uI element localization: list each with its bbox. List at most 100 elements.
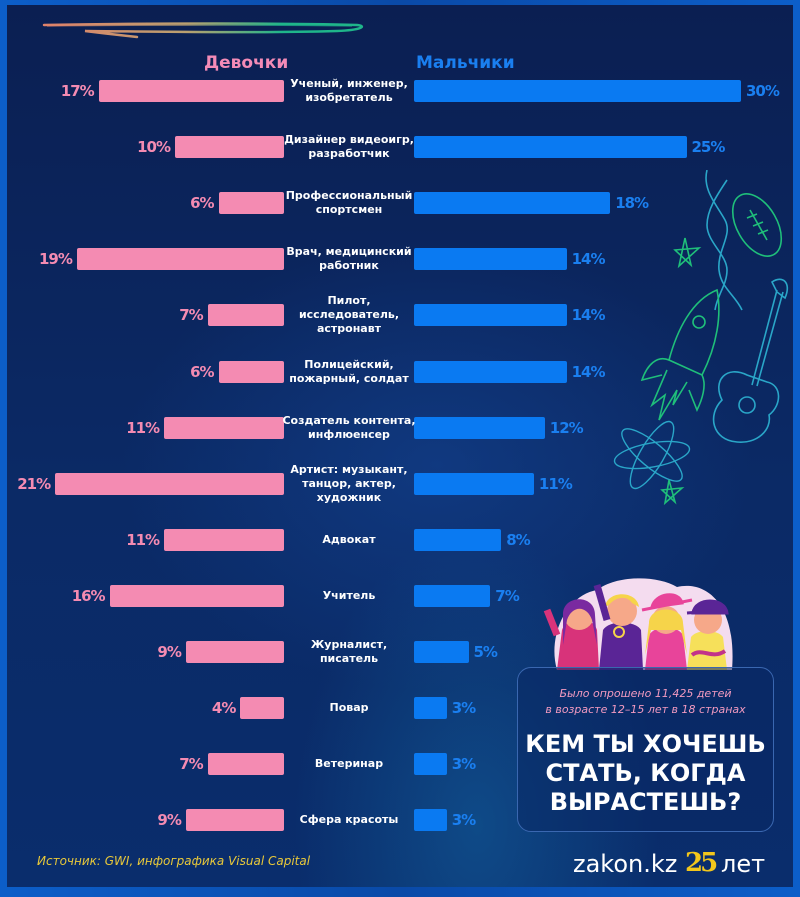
bar-girls (185, 809, 284, 832)
bar-boys (414, 753, 447, 776)
value-label-boys: 5% (473, 643, 498, 661)
legend-girls: Девочки (204, 53, 289, 73)
bar-boys (414, 641, 469, 663)
category-label: Дизайнер видеоигр, разработчик (279, 133, 419, 161)
info-box: Было опрошено 11,425 детей в возрасте 12… (517, 667, 774, 832)
category-label-line: Ученый, инженер, (290, 77, 408, 90)
guitar-icon (712, 278, 789, 443)
bar-boys (414, 360, 567, 383)
value-label-girls: 17% (60, 82, 95, 100)
bar-girls (240, 697, 284, 720)
value-label-boys: 14% (571, 362, 606, 381)
bar-boys (414, 584, 491, 607)
star-icon (673, 237, 702, 269)
value-label-boys: 25% (691, 138, 726, 157)
logo-anniversary-word: лет (721, 850, 766, 878)
bar-girls (76, 248, 284, 271)
category-label: Учитель (279, 589, 419, 603)
bar-girls (218, 192, 284, 215)
value-label-boys: 11% (538, 474, 573, 493)
category-label-line: Учитель (322, 588, 376, 602)
atom-icon (613, 420, 691, 490)
legend-boys: Мальчики (416, 53, 515, 73)
survey-description-line-2: в возрасте 12–15 лет в 18 странах (545, 703, 746, 716)
value-label-girls: 6% (190, 362, 214, 381)
bar-girls (185, 641, 284, 663)
bar-boys (414, 416, 545, 439)
value-label-girls: 19% (38, 250, 73, 269)
value-label-boys: 7% (495, 586, 519, 605)
category-label: Журналист, писатель (279, 638, 419, 666)
star-small-icon (660, 479, 685, 506)
bar-boys (414, 80, 741, 102)
category-label: Создатель контента, инфлюенсер (279, 414, 419, 442)
survey-description-line-1: Было опрошено 11,425 детей (559, 687, 732, 700)
value-label-boys: 8% (506, 530, 530, 549)
bar-girls (164, 528, 284, 551)
bar-girls (218, 360, 284, 383)
value-label-girls: 11% (126, 418, 160, 437)
category-label-line: Создатель контента, (282, 413, 416, 427)
category-label-line: танцор, актер, (302, 476, 396, 490)
bar-girls (98, 80, 284, 102)
title-line-1: КЕМ ТЫ ХОЧЕШЬ (525, 730, 766, 758)
category-label-line: Журналист, (310, 638, 388, 651)
bar-girls (207, 304, 284, 327)
category-label-line: Пилот, (327, 294, 371, 308)
doodle-illustrations (613, 170, 789, 506)
category-label-line: работник (319, 259, 379, 273)
category-label: Повар (279, 701, 419, 715)
value-label-girls: 21% (17, 474, 51, 493)
value-label-girls: 9% (157, 811, 181, 830)
bar-girls (207, 753, 284, 776)
value-label-boys: 30% (746, 82, 780, 100)
bar-girls (164, 416, 284, 439)
value-label-boys: 14% (571, 306, 606, 325)
kids-illustration (543, 578, 733, 670)
value-label-girls: 16% (71, 586, 106, 605)
category-label-line: Адвокат (322, 532, 376, 546)
kid-1-figure (543, 599, 599, 670)
category-label: Профессиональный спортсмен (279, 189, 419, 217)
bar-boys (414, 192, 611, 215)
category-label-line: Ветеринар (314, 757, 384, 771)
value-label-girls: 11% (126, 530, 160, 549)
logo-site: zakon.kz (573, 850, 678, 878)
bar-boys (414, 248, 567, 271)
kid-3-figure (641, 593, 693, 670)
bar-boys (414, 809, 447, 832)
value-label-girls: 6% (190, 194, 214, 213)
decorative-brush-stroke (42, 22, 363, 39)
title-line-2: СТАТЬ, КОГДА (545, 759, 746, 787)
value-label-boys: 18% (615, 194, 649, 213)
value-label-girls: 7% (179, 306, 203, 325)
category-label-line: пожарный, солдат (289, 371, 409, 385)
category-label-line: астронавт (316, 322, 382, 336)
category-label-line: Сфера красоты (299, 813, 399, 827)
category-label: Ученый, инженер, изобретатель (279, 77, 419, 105)
category-label: Адвокат (279, 533, 419, 547)
bar-boys (414, 472, 534, 495)
source-note: Источник: GWI, инфографика Visual Capita… (37, 854, 311, 868)
category-label: Сфера красоты (279, 813, 419, 827)
value-label-girls: 4% (211, 699, 236, 718)
value-label-girls: 7% (179, 755, 203, 774)
value-label-boys: 3% (451, 811, 476, 830)
bar-girls (55, 472, 284, 495)
value-label-girls: 10% (137, 138, 171, 157)
category-label-line: Полицейский, (304, 357, 394, 371)
category-label-line: спортсмен (315, 203, 383, 217)
category-label-line: художник (316, 490, 382, 504)
category-label-line: изобретатель (305, 91, 393, 104)
value-label-boys: 14% (571, 250, 606, 269)
category-label-line: Врач, медицинский (286, 245, 412, 259)
kid-4-figure (686, 599, 729, 670)
bar-girls (109, 584, 284, 607)
survey-description: Было опрошено 11,425 детей в возрасте 12… (518, 686, 773, 718)
bar-boys (414, 528, 502, 551)
bar-boys (414, 136, 687, 159)
value-label-boys: 3% (451, 755, 476, 774)
category-label-line: Повар (329, 701, 369, 715)
value-label-girls: 9% (157, 643, 181, 661)
